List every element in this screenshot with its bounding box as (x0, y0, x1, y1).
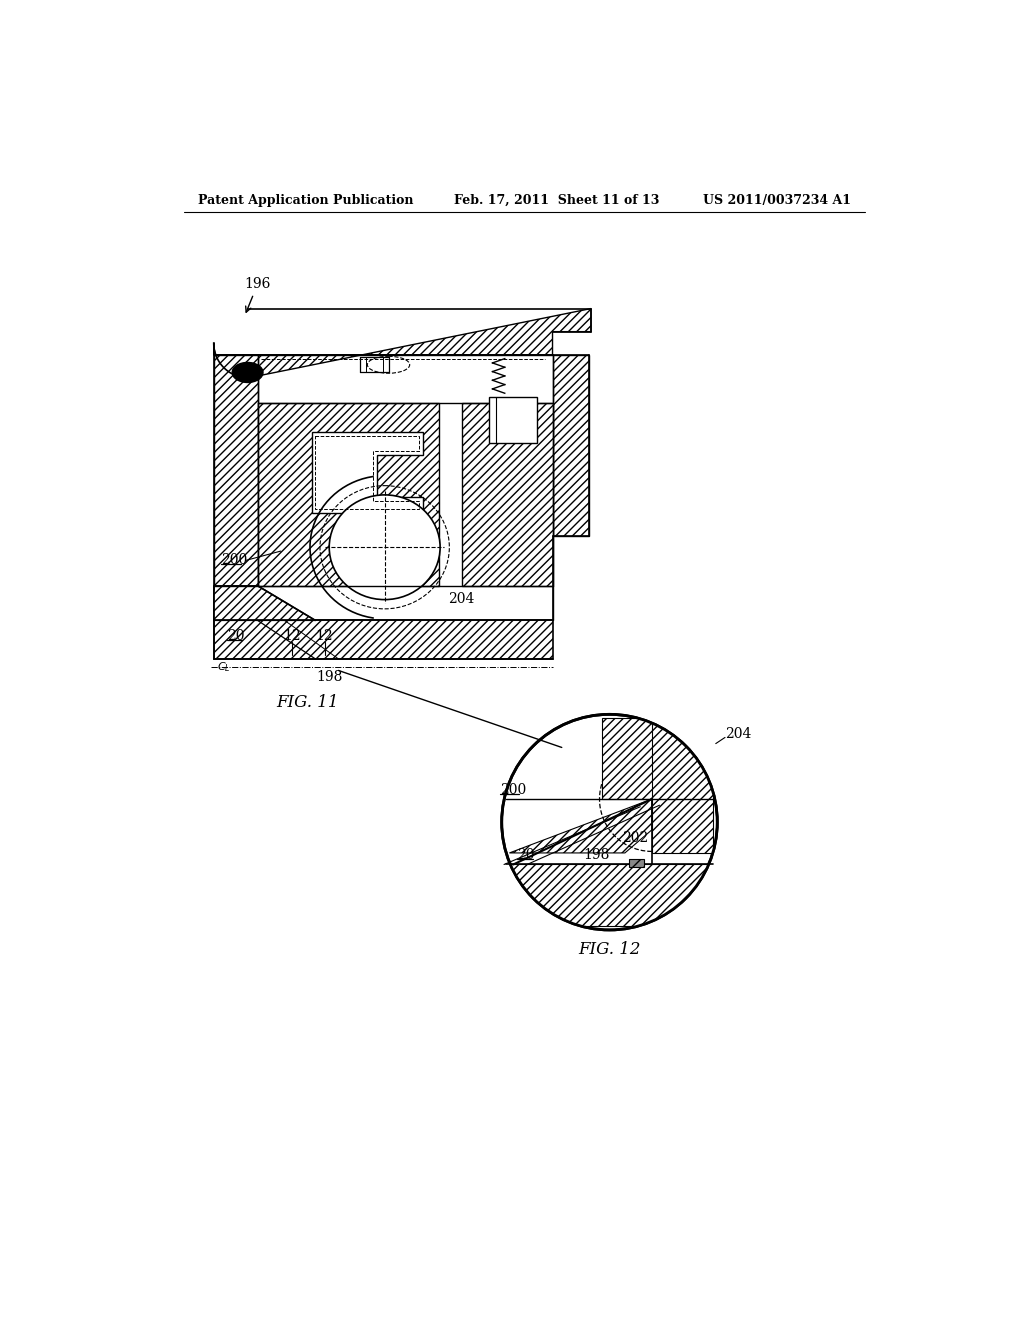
Text: 20: 20 (226, 628, 245, 643)
Polygon shape (311, 432, 423, 512)
Polygon shape (506, 865, 714, 927)
Text: $\mathit{C}_{L}$: $\mathit{C}_{L}$ (217, 660, 230, 673)
Bar (629, 859, 644, 867)
Text: 200: 200 (221, 553, 248, 568)
Polygon shape (652, 718, 714, 853)
Text: 202: 202 (622, 830, 648, 845)
Text: US 2011/0037234 A1: US 2011/0037234 A1 (703, 194, 851, 207)
Text: Patent Application Publication: Patent Application Publication (199, 194, 414, 207)
Polygon shape (553, 355, 589, 536)
Text: Feb. 17, 2011  Sheet 11 of 13: Feb. 17, 2011 Sheet 11 of 13 (454, 194, 659, 207)
Text: 198: 198 (584, 849, 609, 862)
Polygon shape (214, 309, 591, 378)
Polygon shape (214, 355, 258, 586)
Text: FIG. 12: FIG. 12 (579, 941, 641, 958)
Text: 198: 198 (316, 669, 342, 684)
Text: 200: 200 (500, 783, 526, 797)
Circle shape (502, 714, 717, 929)
Bar (489, 397, 538, 444)
Text: FIG. 11: FIG. 11 (276, 693, 339, 710)
Polygon shape (509, 799, 652, 853)
Polygon shape (602, 718, 714, 799)
Text: 12: 12 (315, 628, 334, 643)
Text: 196: 196 (245, 277, 271, 313)
Text: 204: 204 (725, 727, 752, 742)
Text: 20: 20 (517, 849, 535, 862)
Polygon shape (462, 404, 553, 586)
Ellipse shape (330, 495, 440, 599)
Text: 204: 204 (447, 591, 474, 606)
Polygon shape (214, 586, 315, 620)
Ellipse shape (232, 363, 263, 383)
Polygon shape (214, 620, 553, 659)
Text: 12: 12 (284, 628, 301, 643)
Polygon shape (258, 404, 438, 586)
